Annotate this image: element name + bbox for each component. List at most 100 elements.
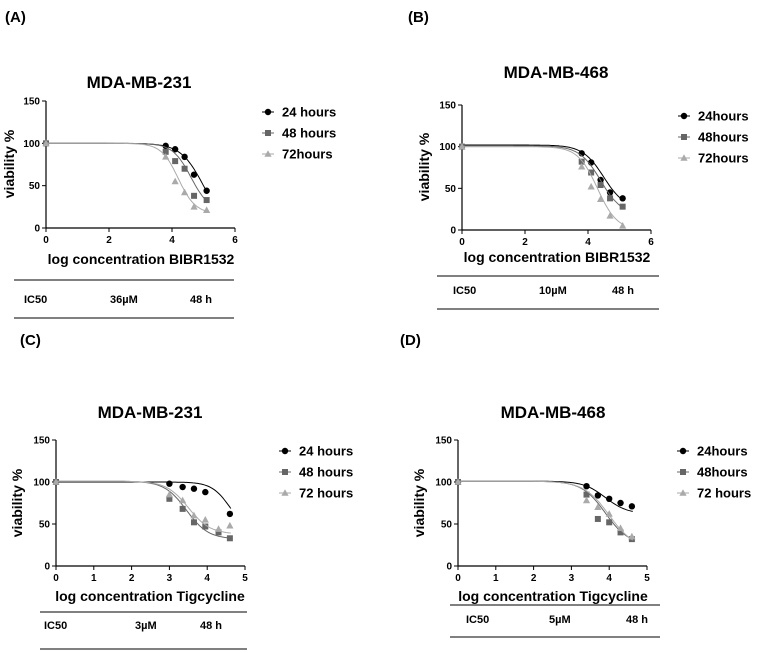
panel-letter: (D) [400, 332, 421, 349]
data-point-0-5 [628, 503, 636, 510]
ic50-label: IC50 [44, 620, 67, 632]
data-point-2-6 [226, 521, 234, 529]
data-point-2-3 [597, 195, 605, 202]
data-point-2-4 [616, 524, 625, 531]
y-tick-label: 150 [439, 101, 456, 112]
ic50-time: 48 h [612, 285, 634, 297]
y-tick-label: 150 [33, 436, 50, 447]
data-point-2-0 [52, 478, 60, 485]
y-tick-label: 0 [450, 226, 456, 237]
data-point-1-4 [617, 529, 624, 536]
data-point-2-0 [42, 139, 50, 147]
x-tick-label: 3 [569, 573, 575, 584]
x-tick-label: 0 [43, 235, 49, 246]
panel-letter: (A) [5, 9, 26, 26]
data-point-2-2 [179, 496, 187, 504]
data-point-0-3 [190, 485, 198, 492]
x-tick-label: 4 [585, 237, 591, 248]
data-point-1-5 [203, 197, 210, 204]
ic50-value: 36µM [110, 294, 138, 306]
data-point-1-3 [190, 519, 197, 526]
x-axis-label: log concentration BIBR1532 [48, 251, 235, 267]
panel-letter: (C) [20, 332, 41, 349]
data-point-0-2 [179, 483, 186, 491]
data-point-1-5 [215, 529, 222, 536]
ic50-time: 48 h [190, 294, 212, 306]
data-point-1-4 [607, 195, 614, 202]
data-point-0-5 [226, 510, 234, 518]
data-point-1-1 [166, 495, 173, 502]
y-tick-label: 0 [34, 224, 40, 235]
x-tick-label: 1 [493, 573, 499, 584]
chart-title: MDA-MB-468 [504, 63, 609, 82]
ic50-time: 48 h [626, 614, 648, 626]
legend-marker [679, 489, 687, 496]
fit-curve-1 [462, 145, 623, 208]
data-point-0-4 [606, 189, 614, 196]
data-point-0-1 [162, 142, 169, 150]
y-tick-label: 50 [445, 184, 457, 195]
chart-title: MDA-MB-231 [87, 73, 192, 92]
legend-marker [265, 130, 271, 136]
y-axis-label: viability % [1, 129, 17, 198]
data-point-1-3 [181, 165, 188, 172]
x-tick-label: 4 [204, 573, 210, 584]
data-point-2-1 [165, 490, 173, 498]
data-point-1-6 [226, 535, 233, 542]
ic50-label: IC50 [466, 614, 489, 626]
y-tick-label: 0 [44, 562, 50, 573]
data-point-2-5 [214, 525, 223, 532]
data-point-2-5 [203, 206, 211, 214]
data-point-2-1 [582, 496, 591, 504]
legend-entry: 48 hours [299, 465, 353, 480]
legend-entry: 24hours [697, 444, 748, 459]
x-tick-label: 5 [644, 573, 650, 584]
legend-marker [281, 447, 289, 455]
fit-curve-2 [458, 480, 634, 541]
y-tick-label: 100 [23, 139, 40, 150]
y-axis-label: viability % [416, 132, 432, 201]
panel-letter: (B) [408, 9, 429, 26]
legend-marker [680, 154, 688, 161]
fit-curve-2 [46, 142, 207, 212]
fit-curve-0 [56, 481, 232, 509]
chart-title: MDA-MB-468 [501, 403, 606, 422]
legend-entry: 24 hours [282, 105, 336, 120]
data-point-0-2 [594, 492, 602, 499]
fit-curve-1 [46, 142, 208, 202]
fit-curve-2 [56, 480, 231, 534]
data-point-2-5 [628, 532, 636, 540]
x-axis-label: log concentration BIBR1532 [464, 249, 651, 265]
panel-0: (A) MDA-MB-231 0 50 100 150 0 2 4 6 log concentrat… [1, 9, 336, 319]
x-axis-label: log concentration Tigcycline [458, 588, 648, 604]
legend-marker [681, 134, 687, 140]
data-point-1-1 [162, 148, 169, 155]
y-tick-label: 50 [39, 520, 51, 531]
data-point-1-2 [588, 169, 595, 176]
panel-2: (C) MDA-MB-231 0 50 100 150 0 1 2 3 4 5 log concentr… [9, 332, 353, 650]
chart-title: MDA-MB-231 [98, 403, 203, 422]
data-point-2-2 [587, 182, 595, 190]
y-tick-label: 50 [441, 520, 453, 531]
y-tick-label: 100 [435, 478, 452, 489]
data-point-2-0 [454, 478, 462, 485]
legend-marker [264, 150, 272, 157]
x-tick-label: 2 [522, 237, 528, 248]
legend-entry: 24 hours [299, 444, 353, 459]
x-tick-label: 5 [242, 573, 248, 584]
y-axis-label: viability % [411, 468, 427, 537]
legend-entry: 72hours [282, 147, 333, 162]
y-axis-label: viability % [9, 468, 25, 537]
x-axis-label: log concentration Tigcycline [55, 588, 245, 604]
y-tick-label: 150 [23, 97, 40, 108]
x-tick-label: 1 [91, 573, 97, 584]
legend-entry: 48hours [697, 465, 748, 480]
x-tick-label: 6 [648, 237, 654, 248]
data-point-2-5 [619, 222, 627, 229]
data-point-0-4 [190, 171, 198, 178]
x-tick-label: 4 [606, 573, 612, 584]
data-point-1-2 [172, 158, 179, 165]
legend-marker [679, 447, 687, 455]
